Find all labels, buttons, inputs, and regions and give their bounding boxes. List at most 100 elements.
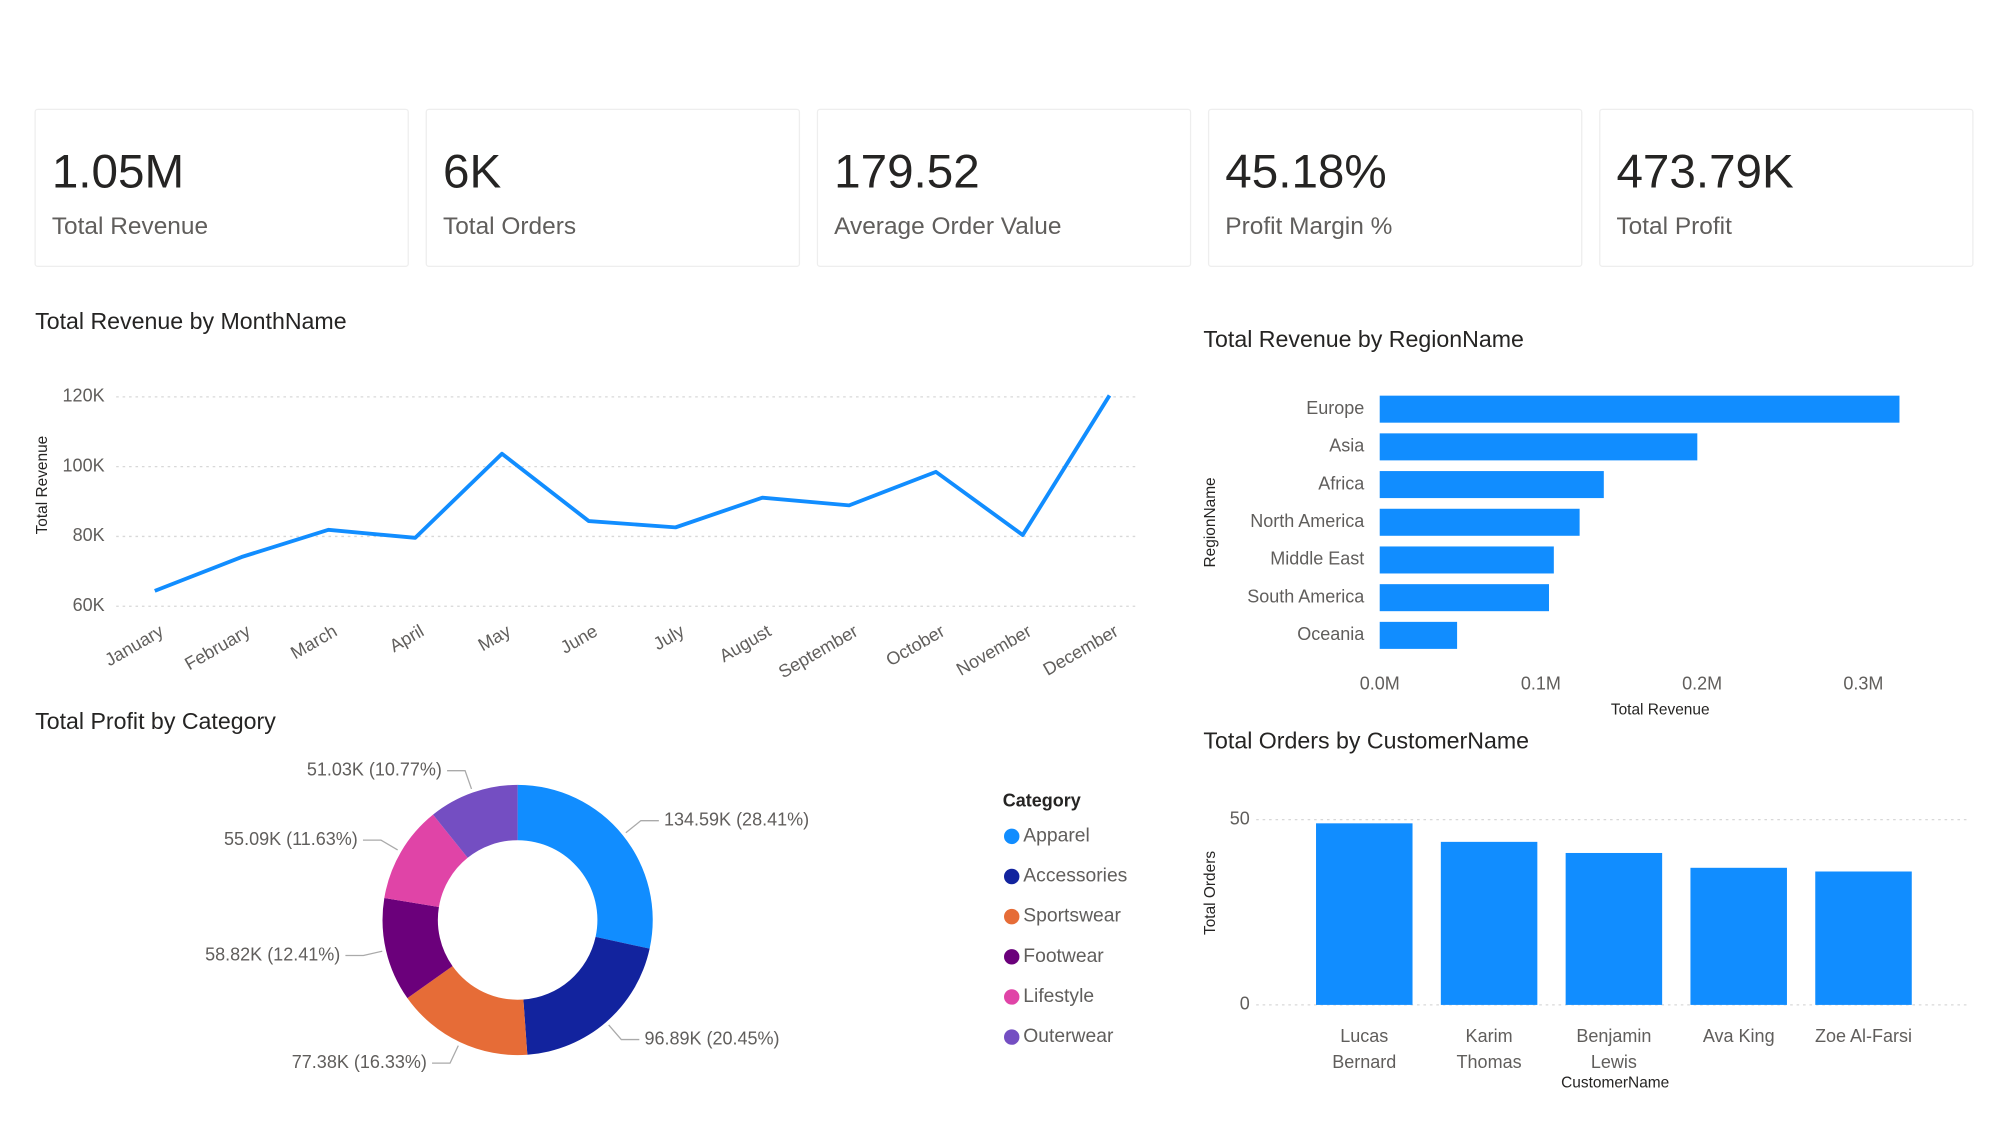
x-axis-title: Total Revenue — [1611, 701, 1710, 718]
kpi-label: Profit Margin % — [1225, 213, 1392, 240]
kpi-label: Total Revenue — [52, 213, 208, 240]
bar — [1316, 823, 1413, 1005]
chart-title: Total Profit by Category — [35, 708, 276, 734]
bar — [1379, 584, 1549, 612]
bar — [1565, 852, 1663, 1005]
donut-slice — [517, 784, 653, 949]
kpi-value: 1.05M — [52, 146, 184, 199]
kpi-value: 473.79K — [1616, 146, 1794, 199]
x-tick-label: February — [181, 621, 253, 674]
legend-label: Accessories — [1023, 866, 1127, 887]
x-tick-label: 0.3M — [1843, 673, 1883, 693]
y-tick-label: 80K — [73, 525, 105, 545]
x-tick-label: May — [475, 621, 514, 655]
legend-label: Lifestyle — [1023, 986, 1094, 1007]
bar — [1379, 546, 1554, 574]
x-tick-label: October — [883, 621, 948, 670]
bar — [1440, 841, 1538, 1005]
bar — [1379, 508, 1580, 536]
data-label: 77.38K (16.33%) — [292, 1052, 427, 1072]
x-tick-label: Ava King — [1703, 1025, 1775, 1046]
y-axis-title: RegionName — [1202, 477, 1219, 567]
bar — [1379, 395, 1900, 423]
chart-title: Total Revenue by RegionName — [1203, 326, 1524, 352]
y-tick-label: Europe — [1306, 398, 1364, 418]
leader-line — [625, 820, 659, 834]
x-tick-label: December — [1040, 621, 1122, 680]
donut-slice — [384, 814, 468, 908]
kpi-value: 6K — [443, 146, 501, 199]
x-tick-label: 0.1M — [1521, 673, 1561, 693]
x-axis-title: CustomerName — [1561, 1074, 1669, 1091]
bar — [1379, 471, 1604, 499]
kpi-label: Total Profit — [1616, 213, 1732, 240]
x-tick-label: Benjamin Lewis — [1576, 1025, 1652, 1072]
legend-marker — [1004, 908, 1020, 925]
x-tick-label: 0.2M — [1682, 673, 1722, 693]
kpi-card — [1207, 108, 1583, 267]
legend-marker — [1004, 828, 1020, 845]
y-tick-label: North America — [1250, 511, 1365, 531]
x-tick-label: Karim Thomas — [1456, 1025, 1522, 1072]
y-tick-label: 0 — [1240, 994, 1250, 1014]
legend-label: Footwear — [1023, 946, 1104, 967]
data-label: 51.03K (10.77%) — [307, 759, 442, 779]
y-axis-title: Total Orders — [1202, 851, 1219, 935]
legend-marker — [1004, 868, 1020, 885]
donut-slice — [382, 897, 453, 999]
legend-title: Category — [1003, 790, 1081, 810]
kpi-value: 45.18% — [1225, 146, 1386, 199]
donut-slice — [523, 936, 650, 1055]
x-tick-label: Zoe Al-Farsi — [1814, 1025, 1913, 1047]
bar — [1379, 433, 1698, 461]
leader-line — [608, 1024, 640, 1041]
legend-marker — [1004, 989, 1020, 1005]
kpi-value: 179.52 — [834, 146, 980, 199]
x-tick-label: August — [716, 621, 775, 666]
y-tick-label: 60K — [73, 595, 105, 615]
x-tick-label: September — [775, 621, 861, 682]
chart-title: Total Orders by CustomerName — [1203, 728, 1529, 754]
y-tick-label: 50 — [1230, 808, 1250, 828]
donut-slice — [407, 966, 528, 1056]
kpi-label: Average Order Value — [834, 213, 1061, 240]
data-label: 96.89K (20.45%) — [644, 1028, 779, 1048]
x-tick-label: November — [953, 621, 1035, 680]
x-tick-label: January — [101, 621, 166, 670]
x-tick-text: Zoe Al-Farsi — [1814, 1025, 1913, 1047]
y-tick-label: Asia — [1329, 436, 1365, 456]
x-tick-text: Benjamin Lewis — [1576, 1025, 1652, 1072]
x-tick-label: Lucas Bernard — [1332, 1025, 1396, 1071]
leader-line — [362, 839, 398, 851]
legend-marker — [1004, 1029, 1020, 1045]
donut-slice — [433, 784, 518, 858]
y-tick-label: 100K — [63, 455, 105, 475]
bar — [1815, 871, 1912, 1005]
y-tick-label: Oceania — [1297, 624, 1365, 644]
bar — [1690, 867, 1787, 1005]
y-axis-title: Total Revenue — [34, 436, 51, 535]
leader-line — [432, 1045, 459, 1064]
kpi-card — [34, 108, 409, 267]
chart-title: Total Revenue by MonthName — [35, 308, 347, 334]
legend-label: Outerwear — [1023, 1026, 1114, 1047]
line — [154, 394, 1112, 593]
y-tick-label: Africa — [1318, 473, 1365, 493]
kpi-card — [425, 108, 801, 267]
x-tick-text: Karim Thomas — [1456, 1025, 1522, 1072]
data-label: 58.82K (12.41%) — [205, 944, 340, 964]
data-label: 55.09K (11.63%) — [224, 829, 358, 849]
x-tick-label: March — [287, 621, 340, 663]
kpi-label: Total Orders — [443, 213, 576, 240]
legend-label: Apparel — [1023, 825, 1090, 846]
kpi-card — [816, 108, 1192, 267]
x-tick-label: July — [650, 621, 688, 654]
legend-label: Sportswear — [1023, 906, 1121, 927]
kpi-card — [1599, 108, 1974, 267]
data-label: 134.59K (28.41%) — [664, 809, 809, 829]
bar — [1379, 621, 1458, 649]
x-tick-label: April — [386, 621, 427, 656]
y-tick-label: South America — [1247, 586, 1365, 606]
